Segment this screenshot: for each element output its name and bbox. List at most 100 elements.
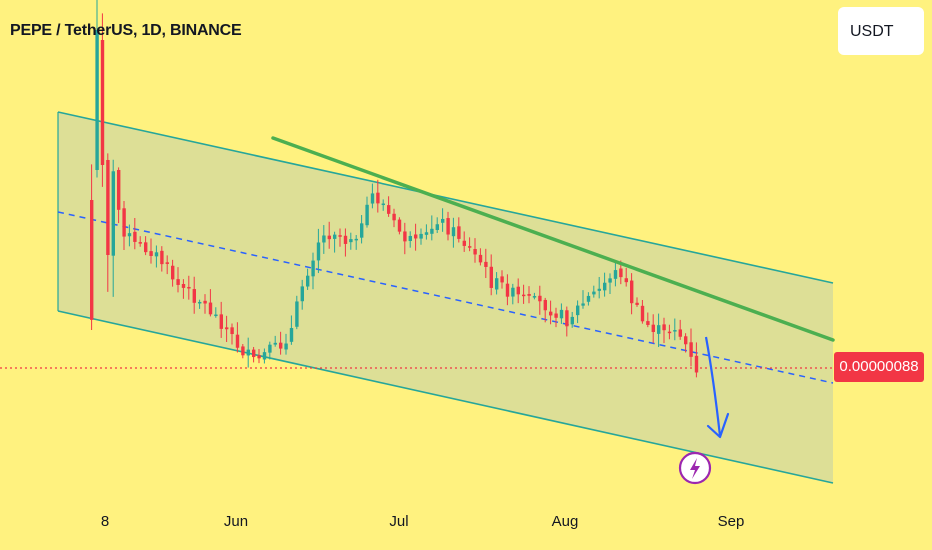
candle-body	[684, 336, 688, 345]
candle-body	[95, 30, 99, 170]
channel-lower-line	[57, 310, 834, 484]
candle-body	[246, 349, 250, 356]
candle-body	[225, 327, 229, 330]
candle-body	[662, 324, 666, 331]
candle-body	[90, 200, 94, 320]
candle-body	[100, 40, 105, 165]
candle-body	[235, 334, 240, 348]
candle-body	[127, 233, 132, 237]
candle-body	[532, 296, 537, 298]
candle-body	[608, 278, 612, 283]
candle-body	[106, 160, 110, 255]
candle-body	[144, 242, 148, 253]
candle-body	[392, 213, 396, 221]
candle-body	[694, 355, 699, 373]
candle-body	[441, 218, 445, 223]
candle-body	[273, 342, 277, 345]
candle-body	[489, 266, 493, 288]
candle-body	[252, 349, 256, 358]
candle-body	[370, 193, 375, 204]
candle-body	[484, 261, 488, 267]
candle-body	[343, 235, 348, 244]
candle-body	[435, 224, 439, 231]
candle-body	[279, 342, 283, 349]
candle-body	[230, 327, 234, 335]
candle-body	[554, 313, 558, 318]
candle-body	[360, 223, 364, 238]
candle-body	[538, 295, 542, 302]
down-arrow-icon	[706, 412, 730, 439]
candle-body	[187, 286, 191, 289]
candle-body	[181, 283, 186, 288]
candle-body	[208, 302, 213, 315]
candle-body	[446, 218, 450, 235]
candle-body	[667, 331, 672, 334]
candle-body	[635, 302, 639, 305]
candle-body	[133, 231, 137, 242]
candle-body	[457, 226, 461, 239]
candle-body	[257, 355, 261, 359]
currency-label: USDT	[850, 23, 894, 40]
candle-body	[117, 169, 121, 210]
candle-body	[306, 275, 310, 287]
candle-body	[149, 251, 153, 256]
candle-body	[673, 330, 677, 332]
candle-body	[581, 303, 585, 306]
candle-body	[559, 309, 564, 319]
candle-body	[198, 301, 202, 304]
candle-body	[689, 342, 693, 357]
channel-upper-line	[57, 111, 834, 284]
candle-body	[387, 205, 391, 214]
candle-body	[424, 232, 429, 235]
candle-body	[678, 329, 682, 337]
candles	[90, 0, 699, 378]
current-price-tag: 0.00000088	[834, 352, 924, 382]
x-tick-label: Jun	[223, 513, 249, 530]
candle-body	[505, 283, 510, 297]
candle-body	[241, 346, 245, 356]
candle-body	[171, 265, 175, 280]
candle-body	[527, 294, 531, 296]
candle-body	[570, 316, 574, 325]
candle-body	[381, 203, 385, 206]
candle-body	[403, 231, 407, 242]
candle-body	[311, 260, 315, 277]
candle-body	[154, 252, 159, 257]
candle-body	[468, 246, 472, 248]
candle-body	[349, 239, 353, 243]
candle-body	[630, 280, 634, 304]
lightning-icon[interactable]	[678, 451, 712, 485]
candle-body	[295, 301, 299, 327]
x-tick-label: Jul	[389, 513, 409, 530]
candle-body	[122, 208, 126, 237]
currency-button[interactable]: USDT	[838, 7, 924, 55]
channel-midline	[57, 211, 834, 384]
candle-body	[376, 192, 380, 204]
candle-body	[603, 282, 607, 291]
candle-body	[219, 314, 223, 329]
candle-body	[111, 171, 115, 256]
candle-body	[624, 278, 628, 283]
candle-body	[586, 295, 591, 302]
candle-body	[289, 328, 294, 342]
candle-body	[408, 235, 412, 242]
candle-body	[414, 234, 418, 239]
candle-body	[419, 233, 423, 239]
candle-body	[430, 228, 434, 234]
candle-body	[338, 235, 342, 237]
current-price-value: 0.00000088	[839, 358, 919, 375]
candle-body	[646, 321, 650, 325]
x-tick-label: Sep	[717, 513, 745, 530]
drawings[interactable]	[271, 136, 835, 485]
candle-body	[333, 234, 337, 239]
candle-body	[549, 311, 553, 316]
chart-title: PEPE / TetherUS, 1D, BINANCE	[10, 22, 242, 39]
candle-body	[640, 305, 645, 322]
candle-body	[500, 276, 504, 283]
candle-body	[613, 270, 618, 279]
candle-body	[516, 286, 520, 295]
candle-body	[522, 294, 526, 297]
candle-body	[138, 242, 142, 244]
